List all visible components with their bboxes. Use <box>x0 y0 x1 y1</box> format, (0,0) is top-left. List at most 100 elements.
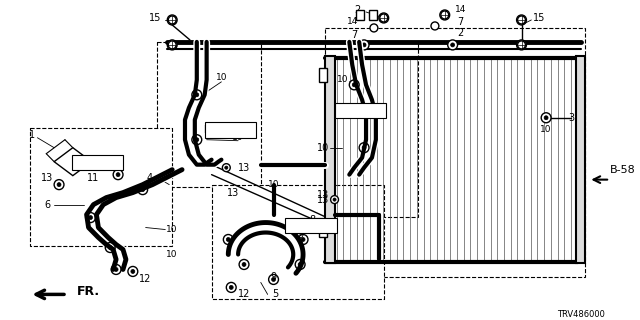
Circle shape <box>516 15 527 25</box>
Text: 13: 13 <box>227 188 239 198</box>
Circle shape <box>88 216 93 220</box>
Bar <box>319 222 326 236</box>
Circle shape <box>518 16 525 24</box>
Circle shape <box>168 16 176 24</box>
Circle shape <box>298 262 302 267</box>
Circle shape <box>379 13 388 23</box>
Circle shape <box>516 40 527 50</box>
Text: B-60-1: B-60-1 <box>293 220 329 230</box>
Bar <box>29 128 172 245</box>
Text: 14: 14 <box>455 5 466 14</box>
Bar <box>212 185 384 300</box>
Text: 10: 10 <box>540 125 552 134</box>
Bar <box>205 122 256 138</box>
Text: 5: 5 <box>273 289 278 300</box>
Circle shape <box>192 135 202 145</box>
Text: 1: 1 <box>29 130 36 140</box>
Circle shape <box>441 11 449 19</box>
Circle shape <box>167 40 177 50</box>
Circle shape <box>349 80 359 90</box>
Circle shape <box>131 269 135 274</box>
Polygon shape <box>54 148 92 176</box>
Text: 2: 2 <box>458 28 463 38</box>
Text: TRV486000: TRV486000 <box>557 310 605 319</box>
Circle shape <box>128 267 138 276</box>
Circle shape <box>362 43 366 47</box>
Circle shape <box>108 245 112 250</box>
Bar <box>157 42 260 187</box>
Circle shape <box>271 277 275 281</box>
Circle shape <box>451 43 454 47</box>
Circle shape <box>106 243 115 252</box>
Circle shape <box>54 180 64 190</box>
Text: 13: 13 <box>317 195 329 204</box>
Text: 8: 8 <box>310 214 316 225</box>
Circle shape <box>298 235 308 244</box>
Circle shape <box>380 14 388 22</box>
Circle shape <box>269 275 278 284</box>
Text: 10: 10 <box>216 73 227 82</box>
Circle shape <box>331 196 339 204</box>
Bar <box>324 56 335 263</box>
Text: 10: 10 <box>166 225 178 234</box>
Text: B-58: B-58 <box>610 165 636 175</box>
Text: 13: 13 <box>317 190 329 200</box>
Text: 12: 12 <box>238 289 250 300</box>
Circle shape <box>227 283 236 292</box>
Circle shape <box>57 183 61 187</box>
Bar <box>356 10 364 20</box>
Circle shape <box>544 116 548 120</box>
Text: 7: 7 <box>351 30 357 40</box>
Circle shape <box>116 173 120 177</box>
Circle shape <box>222 164 230 172</box>
Circle shape <box>370 24 378 32</box>
Circle shape <box>111 264 121 275</box>
Circle shape <box>225 166 228 169</box>
Bar <box>324 42 418 217</box>
Circle shape <box>86 212 95 222</box>
Circle shape <box>229 285 233 289</box>
Circle shape <box>141 188 145 192</box>
Circle shape <box>518 41 525 49</box>
Text: B-60-2: B-60-2 <box>212 125 248 135</box>
Text: 10: 10 <box>268 180 279 189</box>
Text: 6: 6 <box>44 200 51 210</box>
Circle shape <box>359 143 369 153</box>
Circle shape <box>227 237 230 242</box>
Circle shape <box>359 40 369 50</box>
Text: 12: 12 <box>140 275 152 284</box>
Circle shape <box>242 262 246 267</box>
Text: 14: 14 <box>347 18 358 27</box>
Bar <box>319 68 326 82</box>
Text: 10: 10 <box>317 143 329 153</box>
Text: 3: 3 <box>569 113 575 123</box>
Circle shape <box>113 170 123 180</box>
Circle shape <box>239 260 249 269</box>
Bar <box>285 218 337 233</box>
Circle shape <box>195 138 199 142</box>
Text: 4: 4 <box>147 172 152 183</box>
Text: B-60-1: B-60-1 <box>79 158 115 168</box>
Circle shape <box>167 15 177 25</box>
Bar <box>72 155 123 170</box>
Circle shape <box>362 146 366 150</box>
Bar <box>369 10 377 20</box>
Circle shape <box>333 198 336 201</box>
Circle shape <box>138 185 148 195</box>
Bar <box>335 103 386 118</box>
Circle shape <box>192 90 202 100</box>
Circle shape <box>448 40 458 50</box>
Bar <box>324 28 586 277</box>
Text: 9: 9 <box>297 229 303 240</box>
Circle shape <box>114 268 118 271</box>
Text: 11: 11 <box>87 172 100 183</box>
Text: 10: 10 <box>337 75 348 84</box>
Circle shape <box>301 237 305 242</box>
Text: 13: 13 <box>238 163 250 173</box>
Text: 15: 15 <box>149 13 162 23</box>
Text: B-60-2: B-60-2 <box>204 125 239 135</box>
Circle shape <box>295 260 305 269</box>
Circle shape <box>431 22 439 30</box>
Text: 13: 13 <box>41 172 53 183</box>
Text: 10: 10 <box>166 250 178 259</box>
